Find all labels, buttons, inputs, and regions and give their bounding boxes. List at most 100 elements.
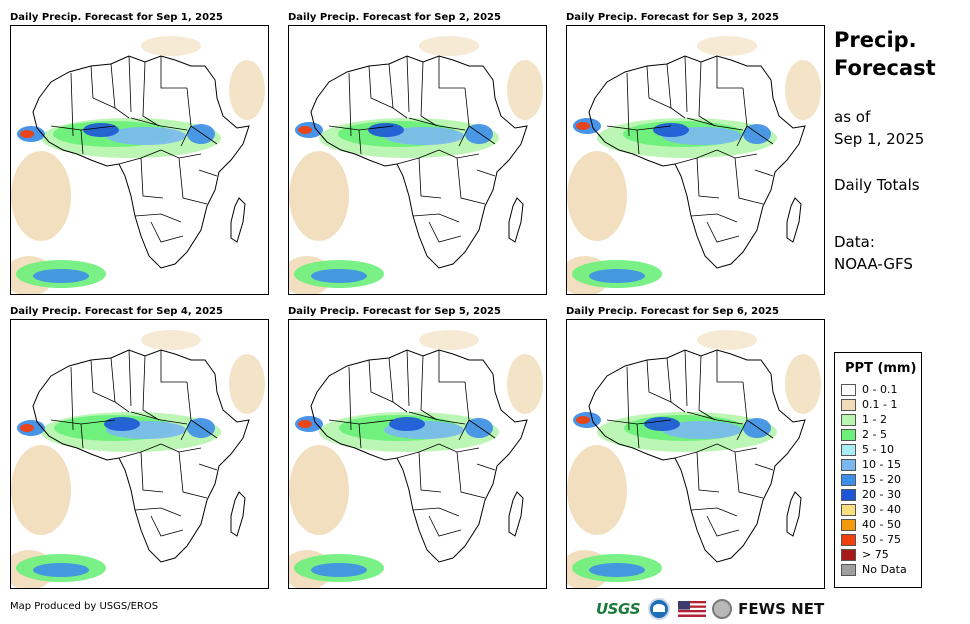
seal-icon (712, 599, 733, 619)
country-border (90, 65, 116, 109)
country-border (626, 72, 630, 137)
country-border (706, 221, 740, 243)
country-border (646, 359, 672, 403)
country-border (716, 350, 743, 383)
map-panel-5: Daily Precip. Forecast for Sep 5, 2025 (288, 304, 547, 589)
country-border (388, 357, 408, 413)
country-border (420, 61, 438, 127)
map-panel-6: Daily Precip. Forecast for Sep 6, 2025 (566, 304, 825, 589)
legend-item: No Data (841, 562, 921, 577)
country-border (438, 56, 465, 89)
africa-map (289, 36, 543, 294)
precip-area (83, 123, 119, 137)
map-title-line1: Precip. (834, 28, 917, 52)
precip-area (289, 151, 349, 241)
precip-area (389, 417, 425, 431)
precip-area (20, 130, 34, 138)
country-border (428, 221, 462, 243)
madagascar-outline (508, 491, 524, 537)
precip-area (141, 36, 201, 56)
precip-area (697, 330, 757, 350)
panel-title: Daily Precip. Forecast for Sep 4, 2025 (10, 306, 223, 317)
map-frame (288, 319, 547, 589)
africa-map (567, 36, 821, 294)
country-border (734, 451, 764, 499)
legend-label: 1 - 2 (862, 413, 887, 426)
legend-swatch (841, 458, 856, 471)
country-border (358, 129, 362, 155)
country-border (666, 63, 686, 119)
legend-label: 50 - 75 (862, 533, 901, 546)
totals-label: Daily Totals (834, 176, 920, 194)
country-border (706, 515, 740, 537)
madagascar-outline (230, 197, 246, 243)
legend-swatch (841, 428, 856, 441)
precip-area (229, 354, 265, 414)
asof-date: Sep 1, 2025 (834, 130, 925, 148)
legend-label: 2 - 5 (862, 428, 887, 441)
madagascar-outline (508, 197, 524, 243)
map-title-line2: Forecast (834, 56, 936, 80)
country-border (408, 411, 466, 425)
country-border (110, 357, 130, 413)
legend-swatch (841, 383, 856, 396)
country-border (190, 419, 218, 439)
precip-area (785, 60, 821, 120)
precip-area (589, 563, 645, 577)
coastline (310, 55, 528, 269)
legend-label: > 75 (862, 548, 889, 561)
country-border (128, 55, 132, 113)
map-frame (566, 319, 825, 589)
legend-label: 40 - 50 (862, 518, 901, 531)
country-border (348, 72, 352, 137)
legend-label: 5 - 10 (862, 443, 894, 456)
precip-area (644, 417, 680, 431)
country-border (408, 117, 466, 131)
panel-title: Daily Precip. Forecast for Sep 3, 2025 (566, 12, 779, 23)
coastline (310, 349, 528, 563)
country-border (80, 423, 84, 449)
country-border (754, 463, 774, 471)
precip-area (697, 36, 757, 56)
precip-area (785, 354, 821, 414)
legend-item: 10 - 15 (841, 457, 921, 472)
noaa-logo-icon (648, 598, 671, 620)
precip-area (11, 445, 71, 535)
madagascar-outline (230, 491, 246, 537)
credit-text: Map Produced by USGS/EROS (10, 601, 159, 612)
legend-item: 20 - 30 (841, 487, 921, 502)
precip-area (507, 60, 543, 120)
legend-label: 0.1 - 1 (862, 398, 898, 411)
precip-area (20, 424, 34, 432)
country-border (80, 129, 84, 155)
legend-swatch (841, 503, 856, 516)
precip-area (465, 124, 493, 144)
country-border (456, 157, 486, 205)
country-border (140, 451, 164, 493)
legend-item: 1 - 2 (841, 412, 921, 427)
precip-area (33, 563, 89, 577)
precip-area (289, 445, 349, 535)
panel-title: Daily Precip. Forecast for Sep 6, 2025 (566, 306, 779, 317)
country-border (190, 125, 218, 145)
country-border (406, 55, 410, 113)
us-flag-icon (678, 601, 707, 617)
map-frame (288, 25, 547, 295)
country-border (468, 419, 496, 439)
legend-swatch (841, 443, 856, 456)
legend-item: 40 - 50 (841, 517, 921, 532)
country-border (746, 419, 774, 439)
precip-area (465, 418, 493, 438)
country-border (636, 423, 640, 449)
country-border (696, 451, 720, 493)
country-border (150, 221, 184, 243)
legend-item: 2 - 5 (841, 427, 921, 442)
madagascar-outline (786, 197, 802, 243)
country-border (690, 213, 738, 223)
legend: PPT (mm) 0 - 0.1 0.1 - 1 1 - 2 2 - 5 5 - 10 1… (834, 352, 922, 588)
precip-area (662, 421, 742, 439)
legend-label: No Data (862, 563, 907, 576)
precip-area (106, 127, 186, 145)
country-border (686, 117, 744, 131)
country-border (746, 125, 774, 145)
